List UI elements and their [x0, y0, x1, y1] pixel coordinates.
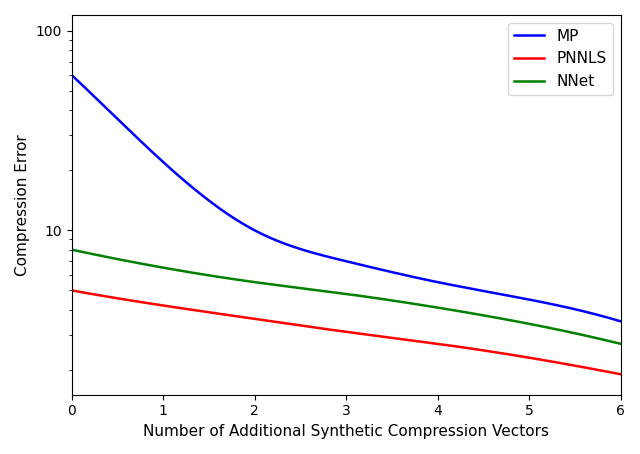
X-axis label: Number of Additional Synthetic Compression Vectors: Number of Additional Synthetic Compressi…	[143, 424, 549, 439]
MP	[531, 298, 538, 303]
NNet	[404, 300, 412, 306]
Y-axis label: Compression Error: Compression Error	[15, 134, 30, 276]
NNet	[617, 341, 625, 346]
MP	[393, 271, 401, 276]
Line: MP: MP	[72, 75, 621, 321]
MP	[617, 319, 625, 324]
PNNLS	[395, 336, 403, 341]
MP	[404, 273, 412, 278]
MP	[68, 72, 76, 78]
PNNLS	[68, 288, 76, 293]
MP	[565, 305, 573, 311]
NNet	[393, 298, 401, 304]
PNNLS	[531, 356, 538, 361]
NNet	[68, 247, 76, 252]
MP	[395, 271, 403, 276]
PNNLS	[393, 336, 401, 341]
NNet	[70, 247, 77, 253]
PNNLS	[404, 337, 412, 342]
PNNLS	[70, 288, 77, 293]
Line: NNet: NNet	[72, 250, 621, 344]
NNet	[565, 329, 573, 335]
NNet	[531, 322, 538, 327]
Legend: MP, PNNLS, NNet: MP, PNNLS, NNet	[508, 23, 613, 95]
PNNLS	[565, 362, 573, 367]
NNet	[395, 299, 403, 304]
Line: PNNLS: PNNLS	[72, 291, 621, 374]
PNNLS	[617, 371, 625, 377]
MP	[70, 74, 77, 79]
